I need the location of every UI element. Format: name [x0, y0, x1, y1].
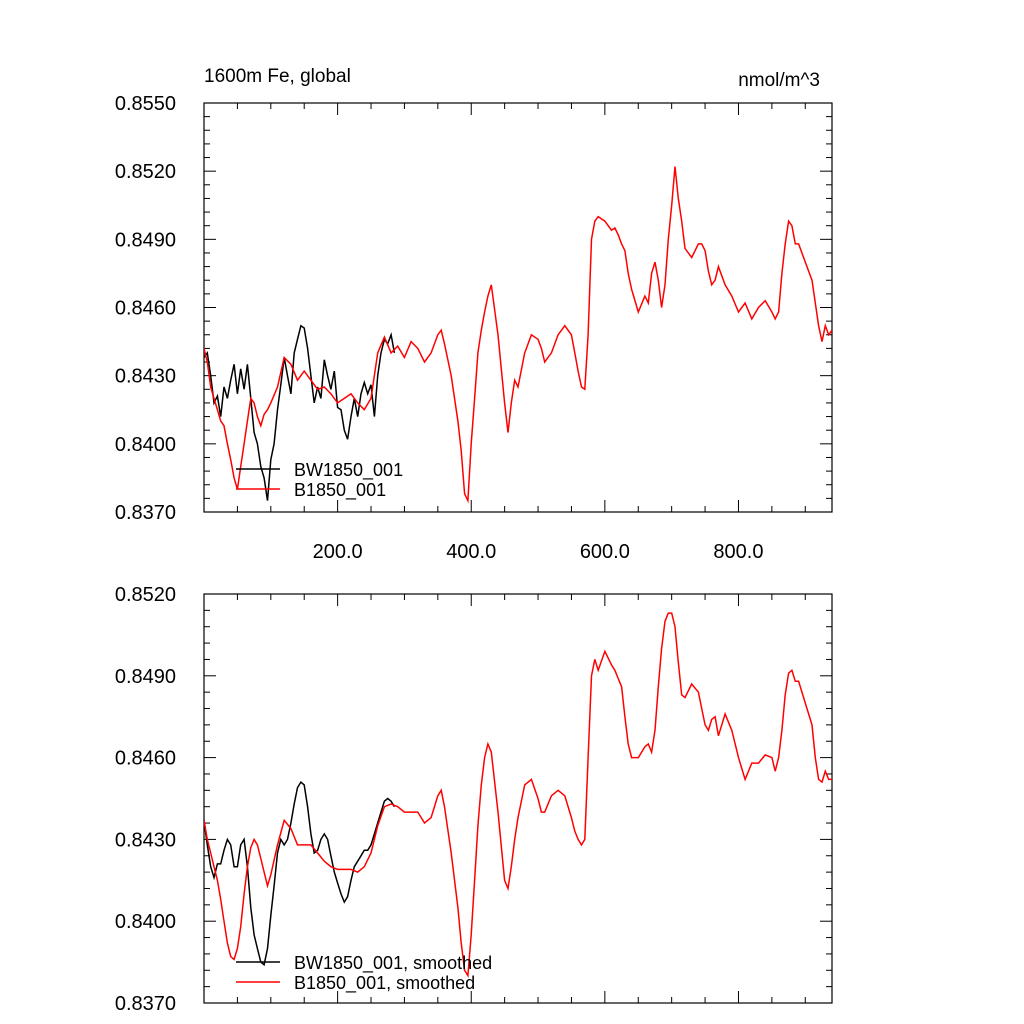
y-tick-label: 0.8520: [115, 161, 176, 183]
plot-frame: [203, 593, 833, 1004]
legend-label: BW1850_001, smoothed: [294, 953, 492, 974]
series-line-bw1850-001-smoothed: [204, 780, 396, 967]
y-tick-label: 0.8520: [115, 584, 176, 606]
y-tick-label: 0.8400: [115, 434, 176, 456]
chart-title-left: 1600m Fe, global: [204, 66, 351, 87]
y-tick-label: 0.8550: [115, 93, 176, 115]
chart-panel-1: 0.8370 0.8400 0.8430 0.8460 0.8490 0.8520 0.85…: [115, 66, 833, 563]
chart-units-label: nmol/m^3: [738, 70, 820, 91]
chart-panel-2: 0.8370 0.8400 0.8430 0.8460 0.8490 0.8520 BW18…: [115, 584, 833, 1015]
x-tick-label: 400.0: [446, 541, 496, 563]
x-tick-label: 800.0: [713, 541, 763, 563]
x-tick-label: 200.0: [313, 541, 363, 563]
x-tick-label: 600.0: [580, 541, 630, 563]
y-tick-label: 0.8490: [115, 229, 176, 251]
y-tick-label: 0.8430: [115, 366, 176, 388]
y-tick-label: 0.8370: [115, 993, 176, 1015]
series-line-b1850-001: [204, 166, 832, 504]
legend-label: B1850_001, smoothed: [294, 973, 475, 994]
legend-label: BW1850_001: [294, 460, 403, 481]
legend-label: B1850_001: [294, 480, 386, 501]
y-tick-label: 0.8490: [115, 666, 176, 688]
y-tick-label: 0.8430: [115, 829, 176, 851]
y-tick-label: 0.8370: [115, 502, 176, 524]
y-tick-label: 0.8400: [115, 911, 176, 933]
y-tick-label: 0.8460: [115, 748, 176, 770]
series-line-b1850-001-smoothed: [204, 612, 832, 979]
plot-frame: [203, 102, 833, 513]
series-line-bw1850-001: [204, 324, 396, 501]
y-tick-label: 0.8460: [115, 298, 176, 320]
